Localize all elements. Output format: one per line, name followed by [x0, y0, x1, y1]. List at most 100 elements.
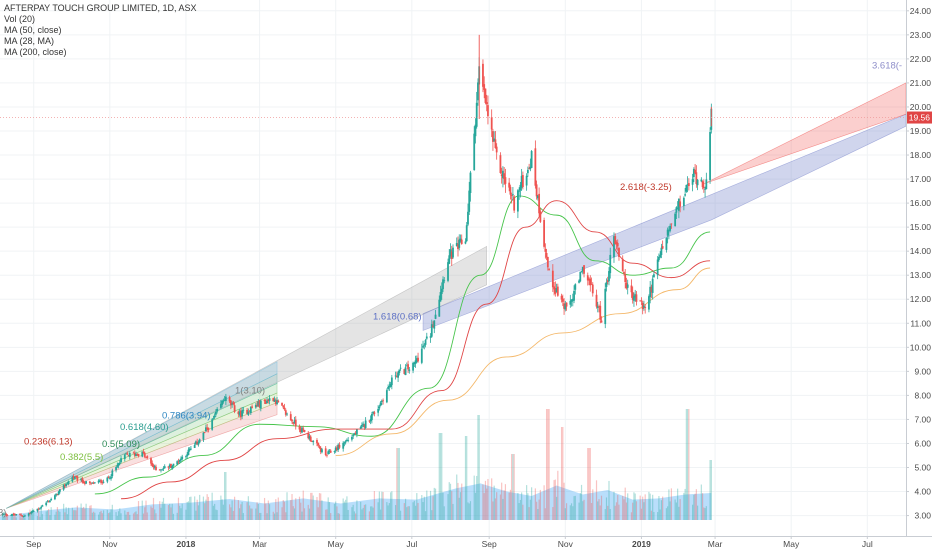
candle-body [604, 288, 607, 325]
candle-body [21, 516, 24, 517]
volume-bar [491, 478, 493, 520]
candle-body [6, 515, 9, 517]
candle-body [324, 448, 327, 456]
candle-body [62, 484, 65, 490]
volume-bar [552, 507, 554, 520]
volume-bar [353, 511, 356, 520]
volume-bar [417, 502, 419, 520]
volume-bar [162, 497, 165, 520]
volume-bar [423, 496, 425, 520]
candle-body [59, 489, 61, 492]
volume-bar [709, 460, 711, 520]
candle-body [346, 439, 348, 442]
volume-bar [303, 508, 306, 520]
candle-body [510, 195, 513, 196]
candle-body [677, 198, 680, 211]
volume-bar [469, 501, 472, 520]
candle-body [424, 340, 427, 345]
candle-body [691, 179, 694, 185]
candle-body [403, 369, 406, 374]
price-tick-label: 9.00 [914, 366, 931, 376]
candle-body [37, 508, 40, 510]
candle-body [172, 463, 175, 466]
volume-bar [159, 501, 161, 520]
volume-bar [613, 491, 615, 520]
volume-bar [598, 499, 600, 520]
volume-bar [421, 495, 423, 520]
candle-body [502, 170, 504, 179]
volume-bar [501, 482, 503, 520]
candle-body [256, 404, 258, 407]
candle-body [508, 182, 511, 188]
candle-body [2, 513, 5, 515]
candle-body [4, 513, 6, 515]
volume-bar [272, 511, 274, 520]
volume-bar [482, 484, 484, 520]
volume-bar [539, 489, 541, 520]
volume-bar [68, 507, 70, 520]
candle-body [258, 400, 261, 408]
candle-body [631, 292, 634, 300]
volume-bar [311, 492, 313, 520]
candle-body [185, 456, 187, 458]
candle-body [452, 247, 454, 258]
volume-bar [398, 448, 400, 520]
candle-body [268, 398, 271, 401]
volume-pane [0, 409, 712, 520]
last-price-label: 19.56 [909, 113, 931, 123]
volume-bar [141, 500, 143, 520]
volume-bar [224, 472, 226, 520]
candle-body [623, 271, 625, 274]
candle-body [136, 454, 139, 456]
candle-body [608, 271, 610, 282]
candle-body [198, 439, 201, 443]
candle-body [614, 236, 617, 244]
price-tick-label: 12.00 [910, 294, 932, 304]
volume-bar [326, 509, 328, 520]
volume-bar [318, 493, 321, 520]
candle-body [422, 345, 424, 348]
candle-body [640, 300, 643, 302]
volume-bar [177, 497, 180, 520]
candle-body [143, 452, 146, 457]
candle-body [239, 410, 242, 418]
candle-body [569, 300, 572, 305]
candle-body [301, 427, 303, 433]
candle-body [490, 117, 493, 130]
candle-body [528, 167, 531, 169]
price-tick-label: 14.00 [910, 246, 932, 256]
volume-bar [565, 503, 568, 520]
candle-body [302, 428, 305, 430]
chart-title: AFTERPAY TOUCH GROUP LIMITED, 1D, ASX [4, 3, 197, 13]
volume-bar [526, 485, 528, 520]
volume-bar [267, 500, 269, 520]
candle-body [509, 186, 512, 195]
volume-bar [667, 506, 669, 520]
candle-body [420, 348, 423, 363]
candle-body [605, 282, 608, 287]
volume-bar [494, 498, 497, 520]
volume-bar [544, 508, 546, 520]
candle-body [609, 254, 612, 274]
candle-body [72, 476, 75, 479]
volume-bar [30, 513, 32, 520]
candle-body [413, 362, 416, 365]
volume-bar [382, 491, 384, 520]
volume-bar [590, 502, 593, 520]
candle-body [661, 246, 664, 249]
candle-body [242, 409, 245, 411]
volume-bar [355, 513, 357, 520]
candle-body [469, 172, 472, 194]
candle-body [516, 190, 519, 212]
candle-body [24, 515, 26, 517]
volume-bar [642, 496, 644, 520]
volume-bar [40, 506, 42, 520]
volume-bar [251, 508, 253, 520]
volume-bar [285, 512, 287, 520]
volume-bar [433, 487, 435, 520]
volume-bar [431, 510, 433, 520]
volume-bar [312, 495, 314, 520]
volume-bar [502, 498, 504, 520]
volume-bar [622, 495, 624, 520]
candle-body [685, 184, 688, 192]
